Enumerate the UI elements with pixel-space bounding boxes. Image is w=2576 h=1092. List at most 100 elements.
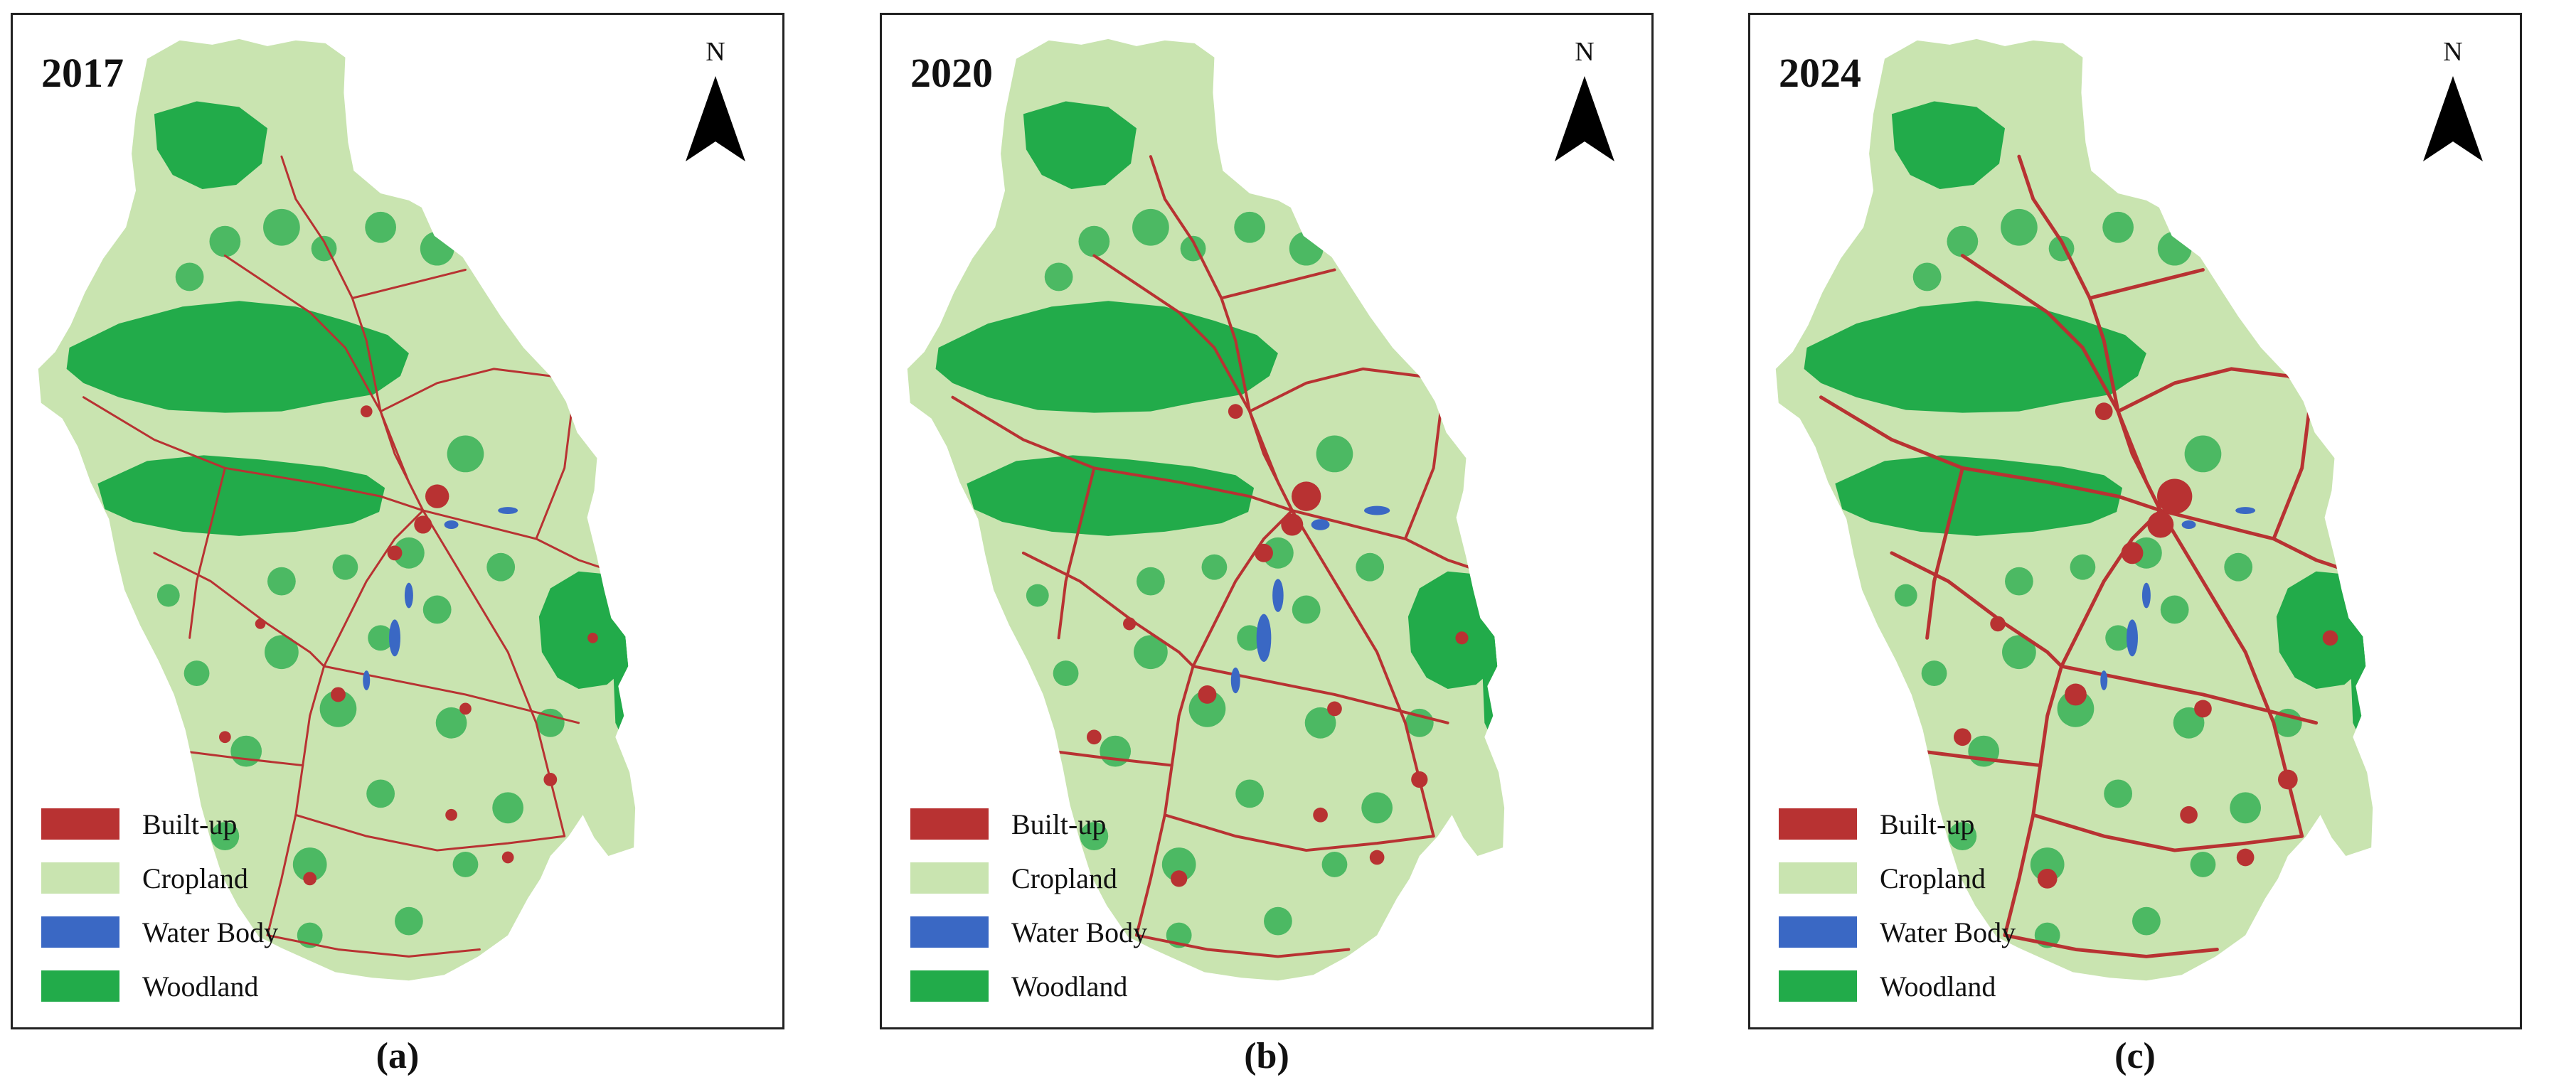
woodland-speck xyxy=(1161,847,1196,882)
builtup-settlement xyxy=(425,484,449,508)
builtup-settlement xyxy=(1990,616,2006,632)
legend-swatch-water-body xyxy=(910,916,989,948)
builtup-settlement xyxy=(2322,630,2338,646)
legend-item-cropland: Cropland xyxy=(910,851,1266,905)
legend-item-builtup: Built-up xyxy=(41,797,397,851)
builtup-corridor xyxy=(82,396,425,512)
builtup-corridor xyxy=(1163,813,1435,852)
woodland-speck xyxy=(1304,707,1336,739)
woodland-speck xyxy=(447,435,484,473)
woodland-speck xyxy=(420,231,454,266)
builtup-corridor xyxy=(266,934,481,958)
legend-item-woodland: Woodland xyxy=(1779,959,2134,1013)
builtup-settlement xyxy=(1369,850,1385,865)
map-panel-2017: 2017 N Built-up Cropland Water Body Wood… xyxy=(11,13,784,1029)
panel-caption-c: (c) xyxy=(2114,1036,2156,1076)
builtup-settlement xyxy=(543,773,558,786)
builtup-corridor xyxy=(280,155,425,512)
woodland-speck xyxy=(1947,225,1979,257)
woodland-speck xyxy=(1292,595,1321,624)
builtup-settlement xyxy=(2194,700,2212,718)
builtup-settlement xyxy=(1281,513,1304,536)
woodland-speck xyxy=(1968,735,2000,767)
builtup-corridor xyxy=(1021,551,1195,668)
builtup-settlement xyxy=(1171,870,1188,887)
woodland-speck xyxy=(1262,537,1294,569)
builtup-settlement xyxy=(331,687,346,702)
woodland-speck xyxy=(1044,262,1073,291)
north-letter: N xyxy=(706,37,725,67)
legend-swatch-cropland xyxy=(1779,862,1857,894)
builtup-corridor xyxy=(1135,933,1351,958)
builtup-settlement xyxy=(1313,807,1328,823)
woodland-speck xyxy=(209,225,241,257)
woodland-patch xyxy=(1804,301,2146,413)
map-panel-2024: 2024 N Built-up Cropland Water Body Wood… xyxy=(1748,13,2522,1029)
legend-swatch-woodland xyxy=(41,970,119,1002)
legend-item-water-body: Water Body xyxy=(41,905,397,959)
builtup-settlement xyxy=(1087,729,1102,745)
builtup-settlement xyxy=(2065,683,2087,706)
legend-item-water-body: Water Body xyxy=(910,905,1266,959)
water-body-patch xyxy=(1311,519,1330,530)
legend-label: Water Body xyxy=(142,916,279,948)
builtup-corridor xyxy=(422,509,566,837)
north-arrow: N xyxy=(1549,36,1620,186)
woodland-speck xyxy=(2070,554,2096,580)
land-use-map xyxy=(38,38,636,981)
woodland-speck xyxy=(1137,567,1165,596)
woodland-speck xyxy=(1361,792,1393,824)
woodland-speck xyxy=(319,690,357,727)
builtup-settlement xyxy=(2147,511,2174,538)
builtup-corridor xyxy=(2087,267,2205,300)
builtup-corridor xyxy=(188,466,226,639)
map-legend: Built-up Cropland Water Body Woodland xyxy=(41,797,397,1013)
north-arrow-icon xyxy=(1555,76,1614,161)
legend-item-builtup: Built-up xyxy=(910,797,1266,851)
builtup-corridor xyxy=(951,395,1294,513)
map-legend: Built-up Cropland Water Body Woodland xyxy=(910,797,1266,1013)
woodland-speck xyxy=(1237,625,1263,651)
builtup-settlement xyxy=(587,632,598,643)
builtup-corridor xyxy=(153,552,326,668)
legend-label: Woodland xyxy=(142,970,259,1002)
builtup-settlement xyxy=(360,405,373,418)
builtup-corridor xyxy=(1057,466,1096,640)
woodland-speck xyxy=(2184,435,2222,473)
legend-swatch-cropland xyxy=(41,862,119,894)
panel-caption-a: (a) xyxy=(376,1036,420,1076)
woodland-patch xyxy=(154,101,268,189)
builtup-corridor xyxy=(181,750,304,767)
map-year-label: 2024 xyxy=(1779,50,1861,96)
water-body-patch xyxy=(389,619,400,657)
woodland-speck xyxy=(435,707,467,739)
builtup-settlement xyxy=(303,872,317,886)
builtup-settlement xyxy=(1327,701,1342,717)
legend-item-cropland: Cropland xyxy=(41,851,397,905)
woodland-speck xyxy=(156,584,180,607)
builtup-corridor xyxy=(2003,933,2219,958)
water-body-patch xyxy=(1272,579,1284,612)
builtup-corridor xyxy=(351,268,467,299)
woodland-speck xyxy=(1134,635,1168,670)
panel-caption-b: (b) xyxy=(1244,1036,1289,1076)
legend-label: Built-up xyxy=(142,808,238,840)
builtup-settlement xyxy=(1255,543,1273,562)
woodland-patch xyxy=(1891,101,2006,189)
builtup-corridor xyxy=(2003,508,2163,938)
north-letter: N xyxy=(1575,37,1595,67)
builtup-settlement xyxy=(459,702,472,715)
map-legend: Built-up Cropland Water Body Woodland xyxy=(1779,797,2134,1013)
builtup-settlement xyxy=(501,851,514,864)
water-body-patch xyxy=(2235,507,2256,515)
builtup-settlement xyxy=(1123,617,1137,631)
water-body-patch xyxy=(363,670,371,690)
map-year-label: 2020 xyxy=(910,50,993,96)
woodland-speck xyxy=(1894,584,1917,607)
woodland-patch xyxy=(1480,411,1505,744)
builtup-corridor xyxy=(294,813,566,852)
land-use-map xyxy=(907,38,1505,981)
woodland-speck xyxy=(1201,554,1228,580)
legend-label: Water Body xyxy=(1011,916,1148,948)
woodland-speck xyxy=(395,906,423,936)
